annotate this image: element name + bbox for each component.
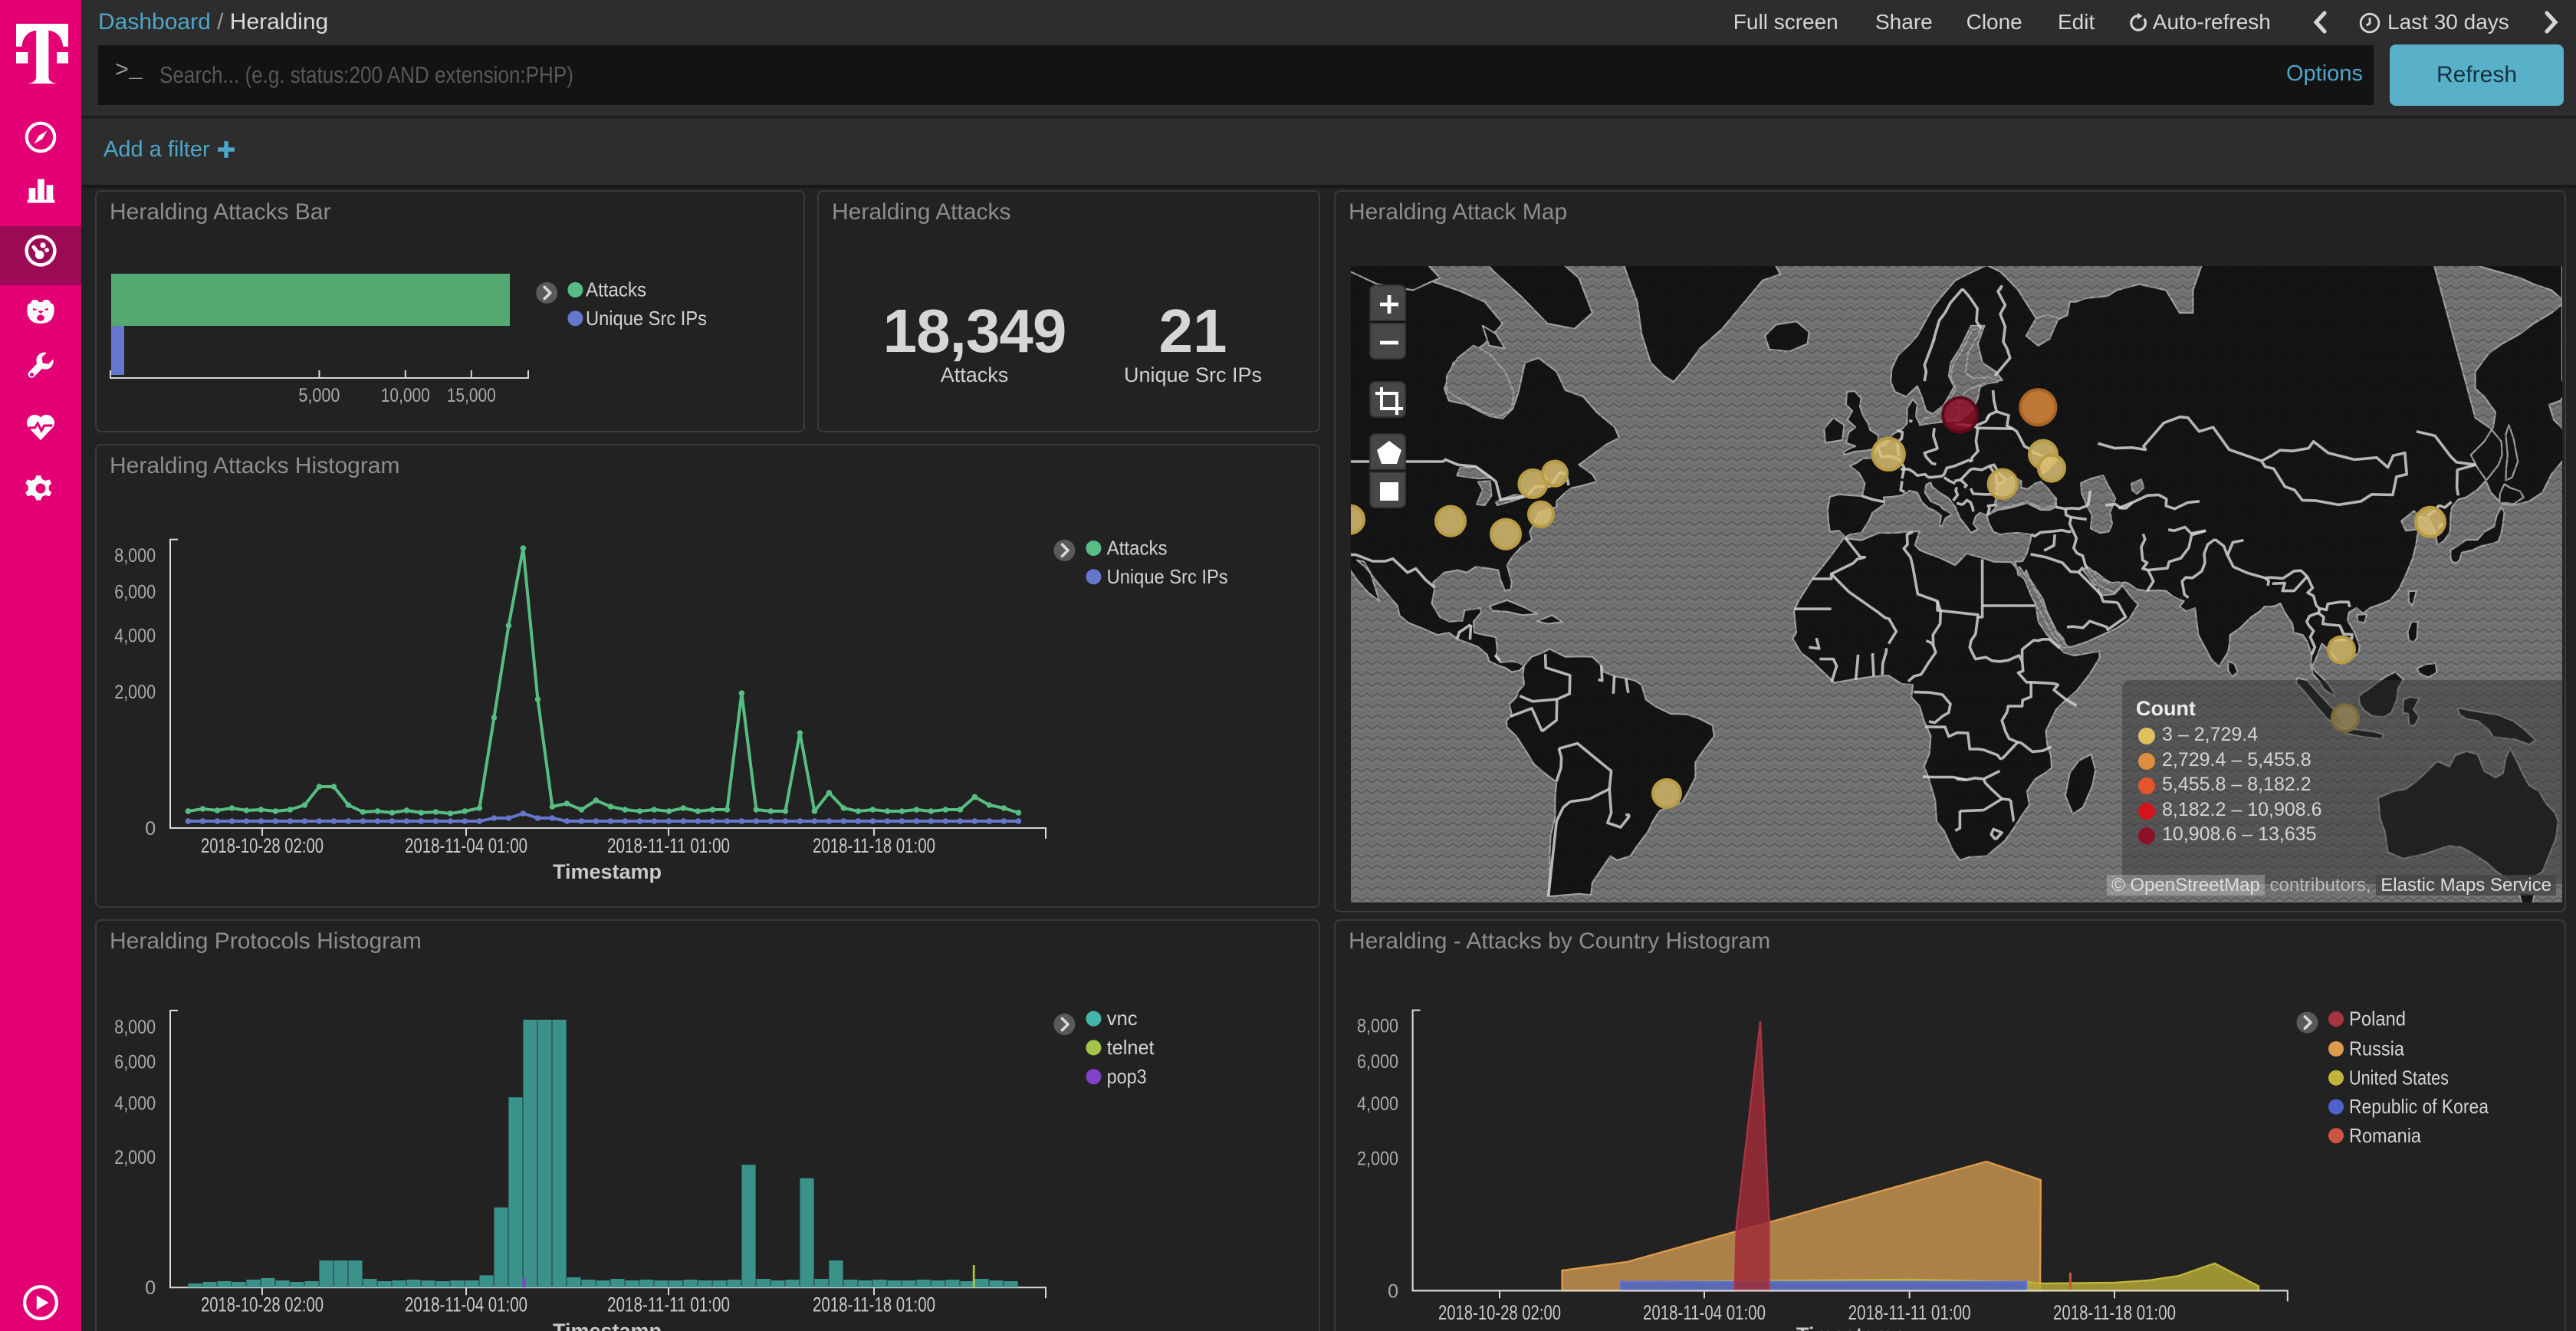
svg-text:6,000: 6,000 xyxy=(1357,1051,1398,1073)
svg-text:Unique Src IPs: Unique Src IPs xyxy=(586,307,707,330)
svg-text:4,000: 4,000 xyxy=(114,625,156,646)
svg-text:2018-11-18 01:00: 2018-11-18 01:00 xyxy=(813,1293,935,1316)
svg-text:5,000: 5,000 xyxy=(298,385,340,406)
svg-text:vnc: vnc xyxy=(1107,1007,1138,1030)
svg-text:2018-11-18 01:00: 2018-11-18 01:00 xyxy=(2053,1301,2176,1324)
svg-text:2018-11-04 01:00: 2018-11-04 01:00 xyxy=(405,1293,527,1316)
svg-text:15,000: 15,000 xyxy=(447,385,496,406)
svg-text:0: 0 xyxy=(1388,1280,1398,1302)
svg-text:2018-10-28 02:00: 2018-10-28 02:00 xyxy=(201,834,324,857)
svg-text:2018-10-28 02:00: 2018-10-28 02:00 xyxy=(201,1293,324,1316)
svg-text:8,000: 8,000 xyxy=(114,545,156,567)
svg-text:Timestamp: Timestamp xyxy=(553,1319,662,1331)
svg-text:6,000: 6,000 xyxy=(114,1052,156,1073)
svg-text:2018-11-11 01:00: 2018-11-11 01:00 xyxy=(607,834,730,857)
svg-text:2,000: 2,000 xyxy=(1357,1149,1398,1170)
svg-text:United States: United States xyxy=(2349,1066,2449,1089)
svg-text:2018-10-28 02:00: 2018-10-28 02:00 xyxy=(1438,1301,1561,1324)
svg-text:2018-11-04 01:00: 2018-11-04 01:00 xyxy=(1643,1301,1766,1324)
svg-text:4,000: 4,000 xyxy=(114,1093,156,1115)
svg-text:Romania: Romania xyxy=(2349,1124,2421,1147)
svg-text:pop3: pop3 xyxy=(1107,1065,1147,1088)
svg-text:Unique Src IPs: Unique Src IPs xyxy=(1107,565,1228,588)
svg-text:Attacks: Attacks xyxy=(586,278,646,301)
svg-text:10,000: 10,000 xyxy=(381,385,430,406)
svg-text:2,000: 2,000 xyxy=(114,1147,156,1168)
svg-text:6,000: 6,000 xyxy=(114,582,156,603)
svg-text:Timestamp: Timestamp xyxy=(553,860,662,883)
svg-text:Republic of Korea: Republic of Korea xyxy=(2349,1095,2489,1118)
svg-text:Attacks: Attacks xyxy=(1107,537,1168,560)
svg-text:0: 0 xyxy=(145,818,156,840)
svg-text:2018-11-11 01:00: 2018-11-11 01:00 xyxy=(1848,1301,1971,1324)
svg-text:8,000: 8,000 xyxy=(1357,1016,1398,1037)
svg-text:4,000: 4,000 xyxy=(1357,1093,1398,1115)
svg-text:Poland: Poland xyxy=(2349,1007,2406,1030)
svg-text:2018-11-11 01:00: 2018-11-11 01:00 xyxy=(607,1293,730,1316)
svg-text:2018-11-18 01:00: 2018-11-18 01:00 xyxy=(813,834,935,857)
svg-text:0: 0 xyxy=(145,1277,156,1299)
svg-text:2018-11-04 01:00: 2018-11-04 01:00 xyxy=(405,834,527,857)
svg-text:8,000: 8,000 xyxy=(114,1017,156,1038)
svg-text:Timestamp: Timestamp xyxy=(1796,1323,1905,1331)
svg-text:telnet: telnet xyxy=(1107,1036,1155,1059)
svg-text:Russia: Russia xyxy=(2349,1037,2404,1060)
svg-text:2,000: 2,000 xyxy=(114,682,156,703)
